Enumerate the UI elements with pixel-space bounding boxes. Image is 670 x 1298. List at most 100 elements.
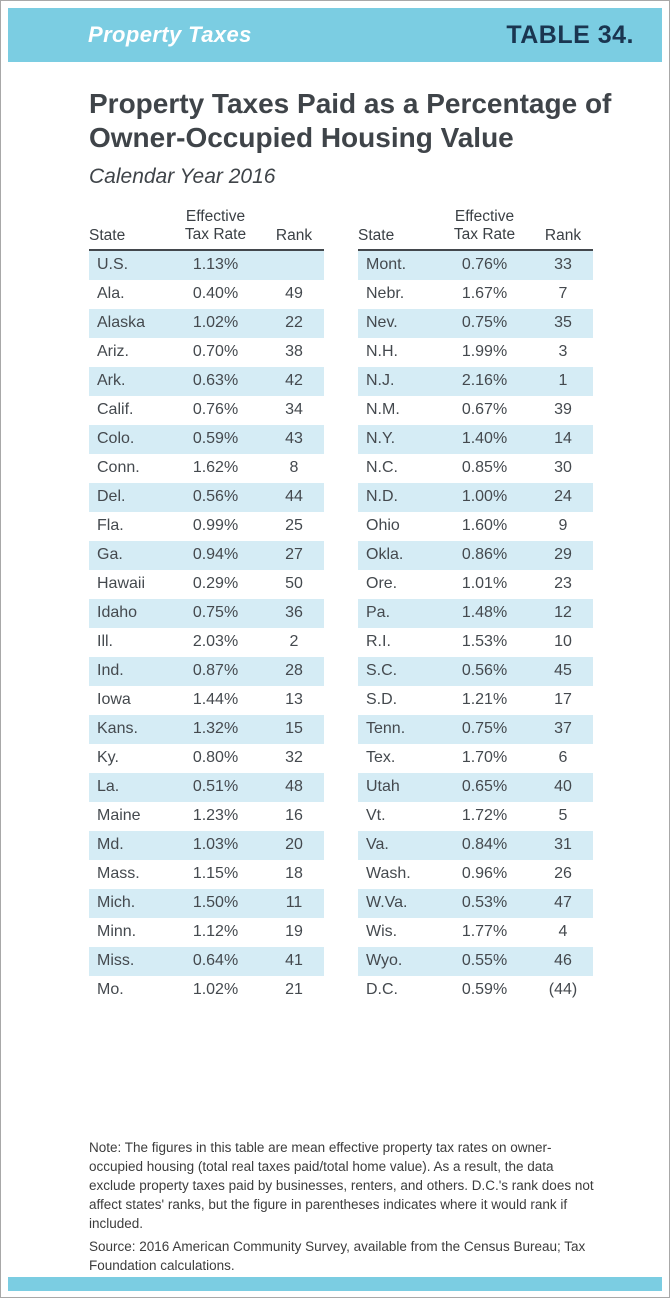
state-cell: Mont.: [366, 256, 407, 274]
table-row: Utah 0.65% 40: [358, 772, 593, 802]
rate-cell: 1.53%: [461, 633, 508, 651]
table-row: Mo. 1.02% 21: [89, 976, 324, 1005]
state-cell: Colo.: [97, 430, 135, 448]
column-header-state: State: [89, 226, 126, 244]
rank-cell: 34: [285, 401, 303, 419]
state-cell: Ill.: [97, 633, 113, 651]
rate-cell: 1.62%: [192, 459, 239, 477]
rate-cell: 1.13%: [192, 256, 239, 274]
table-row: Okla. 0.86% 29: [358, 540, 593, 570]
table-row: Iowa 1.44% 13: [89, 686, 324, 715]
rate-cell: 1.02%: [192, 981, 239, 999]
rate-cell: 0.65%: [461, 778, 508, 796]
page-subtitle: Calendar Year 2016: [89, 165, 276, 188]
state-cell: Kans.: [97, 720, 138, 738]
rate-cell: 0.99%: [192, 517, 239, 535]
table-row: N.M. 0.67% 39: [358, 396, 593, 425]
state-cell: Iowa: [97, 691, 131, 709]
column-header-rank: Rank: [275, 226, 313, 244]
rate-cell: 0.85%: [461, 459, 508, 477]
note-text: Note: The figures in this table are mean…: [89, 1140, 594, 1231]
state-cell: Minn.: [97, 923, 137, 941]
state-cell: Ga.: [97, 546, 123, 564]
state-cell: Del.: [97, 488, 126, 506]
rank-cell: 29: [554, 546, 572, 564]
state-cell: Wis.: [366, 923, 398, 941]
rank-cell: 43: [285, 430, 303, 448]
rank-cell: 32: [285, 749, 303, 767]
state-cell: Utah: [366, 778, 400, 796]
state-cell: Mo.: [97, 981, 124, 999]
table-row: Mont. 0.76% 33: [358, 250, 593, 280]
rank-cell: 7: [558, 285, 568, 303]
rank-cell: 37: [554, 720, 572, 738]
table-header-row: State Effective Tax Rate Rank: [89, 208, 324, 251]
table-row: Pa. 1.48% 12: [358, 598, 593, 628]
rank-cell: 23: [554, 575, 572, 593]
rank-cell: 26: [554, 865, 572, 883]
rate-cell: 0.53%: [461, 894, 508, 912]
rank-cell: 13: [285, 691, 303, 709]
table-row: Wis. 1.77% 4: [358, 918, 593, 947]
table-row: La. 0.51% 48: [89, 772, 324, 802]
rate-cell: 0.96%: [461, 865, 508, 883]
state-cell: Miss.: [97, 952, 135, 970]
state-cell: Tex.: [366, 749, 396, 767]
rank-cell: 40: [554, 778, 572, 796]
table-row: Ark. 0.63% 42: [89, 366, 324, 396]
table-row: Miss. 0.64% 41: [89, 946, 324, 976]
state-cell: Okla.: [366, 546, 404, 564]
rate-cell: 0.75%: [461, 720, 508, 738]
rank-cell: 42: [285, 372, 303, 390]
rank-cell: 16: [285, 807, 303, 825]
state-cell: Hawaii: [97, 575, 146, 593]
banner-title: Property Taxes: [88, 22, 252, 47]
state-cell: Tenn.: [366, 720, 406, 738]
state-cell: N.C.: [366, 459, 398, 477]
state-cell: N.Y.: [366, 430, 396, 448]
rate-cell: 1.48%: [461, 604, 508, 622]
table-row: N.J. 2.16% 1: [358, 366, 593, 396]
rate-cell: 1.40%: [461, 430, 508, 448]
state-cell: W.Va.: [366, 894, 408, 912]
column-header-rank: Rank: [544, 226, 582, 244]
rate-cell: 1.77%: [461, 923, 508, 941]
state-cell: Conn.: [97, 459, 140, 477]
rate-cell: 0.80%: [192, 749, 239, 767]
rate-cell: 0.75%: [461, 314, 508, 332]
table-row: Wyo. 0.55% 46: [358, 946, 593, 976]
state-cell: N.D.: [366, 488, 398, 506]
rank-cell: 41: [285, 952, 303, 970]
state-cell: Alaska: [97, 314, 146, 332]
rate-cell: 0.84%: [461, 836, 508, 854]
state-cell: Wyo.: [366, 952, 403, 970]
rate-cell: 0.51%: [192, 778, 239, 796]
rank-cell: 17: [554, 691, 572, 709]
table-row: R.I. 1.53% 10: [358, 628, 593, 657]
table-row: Va. 0.84% 31: [358, 830, 593, 860]
rank-cell: 33: [554, 256, 572, 274]
rank-cell: (44): [548, 981, 578, 999]
table-body: Mont. 0.76% 33 Nebr. 1.67% 7 Nev. 0.75% 35 N.H. 1.…: [358, 250, 593, 1005]
banner-table-number: TABLE 34.: [506, 20, 634, 49]
table-row: Md. 1.03% 20: [89, 830, 324, 860]
rate-cell: 0.56%: [192, 488, 239, 506]
rank-cell: 19: [285, 923, 303, 941]
table-row: Nebr. 1.67% 7: [358, 280, 593, 309]
rank-cell: 38: [285, 343, 303, 361]
table-header-row: State Effective Tax Rate Rank: [358, 208, 593, 251]
table-row: Nev. 0.75% 35: [358, 308, 593, 338]
state-cell: D.C.: [366, 981, 398, 999]
rank-cell: 1: [558, 372, 568, 390]
rate-cell: 1.00%: [461, 488, 508, 506]
table-row: Idaho 0.75% 36: [89, 598, 324, 628]
rate-cell: 0.40%: [192, 285, 239, 303]
rank-cell: 39: [554, 401, 572, 419]
rate-cell: 1.12%: [192, 923, 239, 941]
table-row: Minn. 1.12% 19: [89, 918, 324, 947]
table-row: Calif. 0.76% 34: [89, 396, 324, 425]
table-row: D.C. 0.59% (44): [358, 976, 593, 1005]
rate-cell: 0.59%: [192, 430, 239, 448]
rate-cell: 1.72%: [461, 807, 508, 825]
